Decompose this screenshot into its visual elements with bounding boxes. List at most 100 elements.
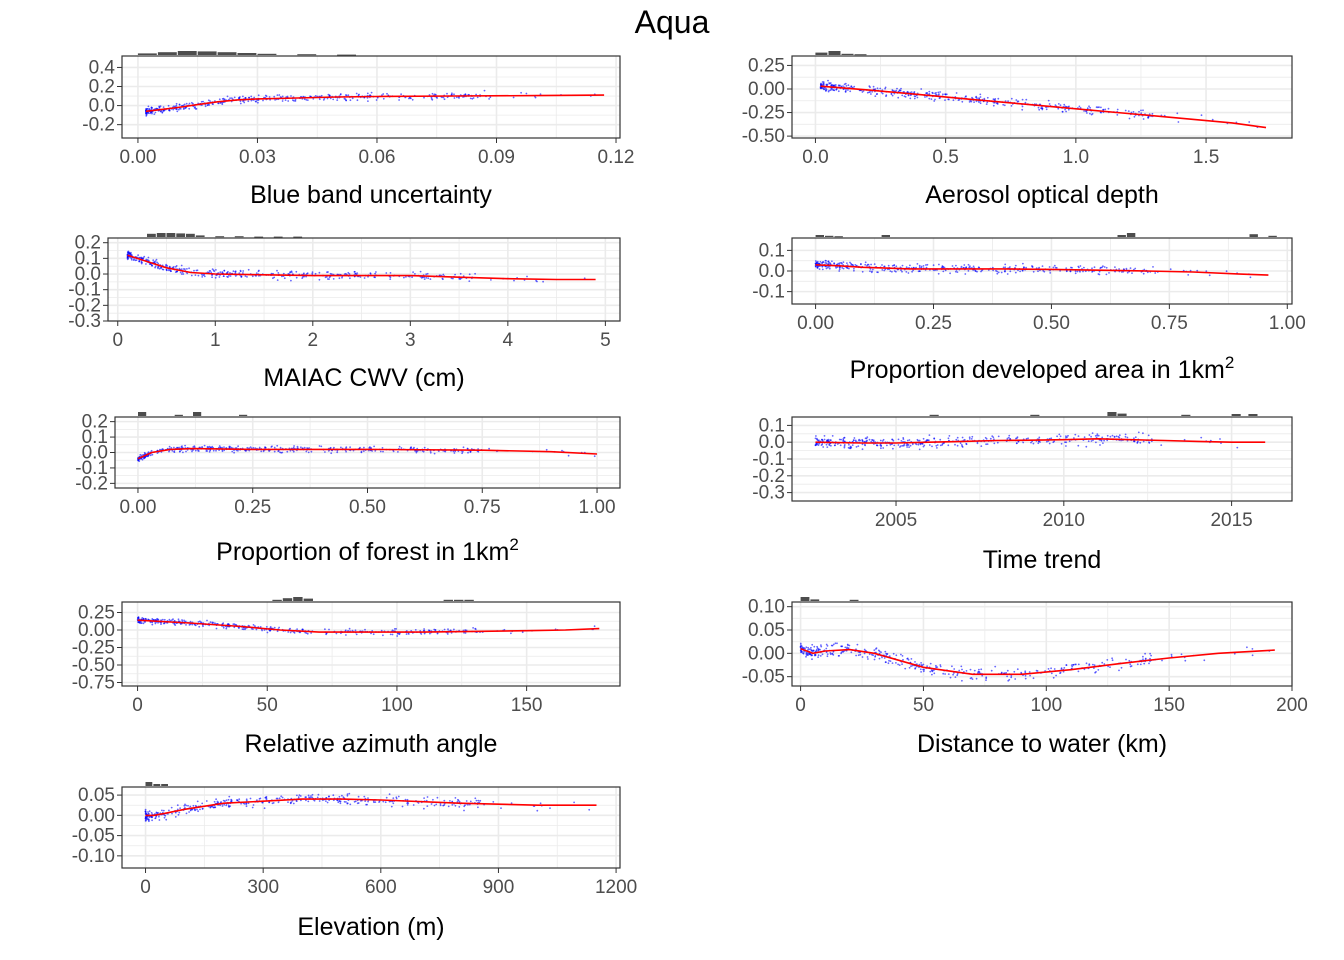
data-point <box>299 795 302 797</box>
data-point <box>935 93 938 96</box>
rug-bar <box>156 233 166 237</box>
data-point <box>827 266 829 269</box>
data-point <box>938 97 941 100</box>
data-point <box>1017 100 1020 103</box>
data-point <box>173 451 176 453</box>
data-point <box>165 818 168 821</box>
data-point <box>1109 666 1111 668</box>
data-point <box>240 276 243 278</box>
data-point <box>1045 108 1048 111</box>
data-point <box>289 627 291 630</box>
data-point <box>293 445 295 447</box>
data-point <box>161 448 164 450</box>
data-point <box>830 644 833 647</box>
data-point <box>375 99 378 101</box>
data-point <box>821 653 824 656</box>
data-point <box>303 98 306 101</box>
data-point <box>146 455 149 458</box>
data-point <box>1088 105 1090 108</box>
data-point <box>969 668 972 671</box>
data-point <box>150 449 153 452</box>
data-point <box>1219 438 1221 440</box>
data-point <box>170 447 173 449</box>
data-point <box>454 804 457 807</box>
data-point <box>233 623 236 626</box>
data-point <box>155 258 158 261</box>
data-point <box>818 439 820 442</box>
data-point <box>1118 669 1120 672</box>
data-point <box>205 800 208 802</box>
data-point <box>887 662 890 665</box>
data-point <box>372 633 375 636</box>
data-point <box>936 447 938 449</box>
data-point <box>276 94 279 96</box>
data-point <box>880 91 883 94</box>
data-point <box>536 809 539 812</box>
data-point <box>821 81 824 83</box>
data-point <box>280 451 283 454</box>
rug-bar <box>815 235 824 237</box>
data-point <box>873 658 876 661</box>
y-tick-label: -0.1 <box>752 449 785 470</box>
data-point <box>834 84 837 86</box>
data-point <box>1055 267 1058 269</box>
data-point <box>1107 665 1109 668</box>
data-point <box>345 801 347 803</box>
data-point <box>403 276 405 279</box>
data-point <box>247 268 250 271</box>
data-point <box>301 628 304 631</box>
data-point <box>889 660 892 662</box>
data-point <box>223 269 226 272</box>
data-point <box>221 805 224 807</box>
data-point <box>1052 676 1055 679</box>
data-point <box>160 623 162 625</box>
data-point <box>1032 677 1035 680</box>
data-point <box>834 444 836 447</box>
data-point <box>1065 435 1067 438</box>
data-point <box>1138 110 1140 113</box>
data-point <box>242 100 244 102</box>
smooth-line <box>145 94 605 113</box>
data-point <box>1150 654 1152 657</box>
data-point <box>953 668 956 670</box>
x-tick-label: 150 <box>511 695 543 716</box>
rug-bar <box>810 599 820 601</box>
data-point <box>814 437 817 440</box>
data-point <box>230 97 233 99</box>
data-point <box>980 668 983 671</box>
data-point <box>821 443 824 446</box>
data-point <box>296 628 298 630</box>
x-axis-title: Blue band uncertainty <box>250 181 492 209</box>
data-point <box>1111 434 1114 437</box>
data-point <box>939 91 941 93</box>
data-point <box>328 94 331 97</box>
data-point <box>899 89 902 92</box>
data-point <box>848 443 850 446</box>
data-point <box>281 275 283 278</box>
data-point <box>973 101 975 103</box>
data-point <box>857 654 860 657</box>
smooth-line <box>820 85 1267 129</box>
data-point <box>830 84 833 86</box>
data-point <box>289 631 292 634</box>
data-point <box>429 278 432 280</box>
data-point <box>1203 659 1206 662</box>
data-point <box>805 652 808 654</box>
data-point <box>227 623 230 626</box>
data-point <box>423 96 425 99</box>
data-point <box>929 670 932 673</box>
data-point <box>906 439 909 442</box>
data-point <box>924 96 926 98</box>
data-point <box>161 111 164 114</box>
data-point <box>268 96 271 98</box>
data-point <box>825 267 828 270</box>
data-point <box>348 792 351 795</box>
data-point <box>414 273 416 275</box>
data-point <box>398 445 401 448</box>
data-point <box>343 273 346 275</box>
data-point <box>1082 270 1084 273</box>
data-point <box>202 274 205 276</box>
data-point <box>972 265 975 268</box>
data-point <box>390 805 393 808</box>
data-point <box>909 97 912 100</box>
